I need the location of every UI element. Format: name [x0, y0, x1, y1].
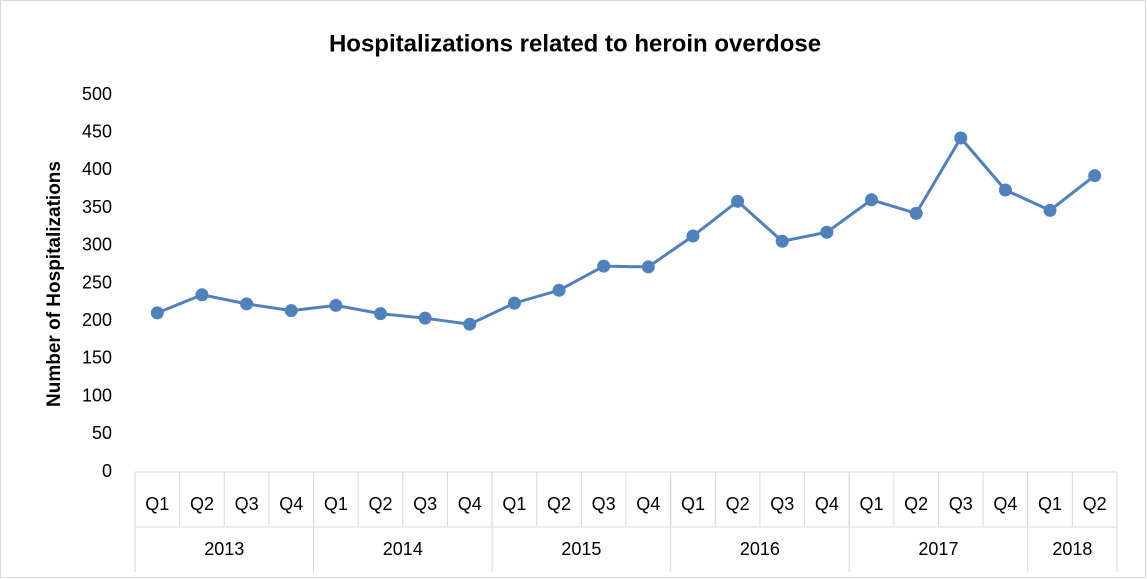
x-tick-label: Q1 — [502, 494, 526, 514]
data-point — [820, 225, 834, 239]
y-tick-label: 300 — [82, 235, 112, 255]
x-tick-label: Q1 — [859, 494, 883, 514]
data-point — [329, 298, 343, 312]
data-point — [731, 194, 745, 208]
data-point — [597, 259, 611, 273]
data-line — [156, 135, 1096, 326]
x-tick-label: Q2 — [547, 494, 571, 514]
x-tick-label: Q2 — [726, 494, 750, 514]
group-label: 2013 — [204, 539, 244, 559]
x-tick-label: Q1 — [681, 494, 705, 514]
y-tick-label: 350 — [82, 197, 112, 217]
x-tick-label: Q1 — [324, 494, 348, 514]
data-point — [954, 131, 968, 145]
x-tick-label: Q4 — [993, 494, 1017, 514]
y-tick-label: 150 — [82, 348, 112, 368]
group-label: 2015 — [561, 539, 601, 559]
x-tick-label: Q2 — [1083, 494, 1107, 514]
x-tick-label: Q1 — [1038, 494, 1062, 514]
data-point — [865, 193, 878, 207]
data-point — [195, 288, 209, 302]
data-point — [552, 283, 566, 297]
y-axis-label: Number of Hospitalizations — [44, 161, 65, 407]
x-tick-label: Q4 — [815, 494, 839, 514]
x-tick-label: Q2 — [904, 494, 928, 514]
group-label: 2014 — [383, 539, 423, 559]
data-point — [641, 260, 655, 274]
x-tick-label: Q3 — [770, 494, 794, 514]
group-label: 2016 — [740, 539, 780, 559]
x-tick-label: Q1 — [145, 494, 169, 514]
group-label: 2018 — [1052, 539, 1092, 559]
data-point — [998, 183, 1012, 197]
y-tick-label: 250 — [82, 272, 112, 292]
x-tick-label: Q3 — [235, 494, 259, 514]
x-tick-label: Q3 — [949, 494, 973, 514]
data-point — [507, 296, 521, 310]
x-tick-label: Q2 — [190, 494, 214, 514]
group-label: 2017 — [918, 539, 958, 559]
data-point — [240, 297, 254, 311]
x-tick-label: Q3 — [413, 494, 437, 514]
data-point — [1088, 169, 1102, 183]
y-tick-label: 450 — [82, 121, 112, 141]
y-tick-label: 500 — [82, 84, 112, 104]
y-tick-label: 100 — [82, 385, 112, 405]
chart-title: Hospitalizations related to heroin overd… — [329, 30, 821, 57]
data-point — [686, 229, 700, 243]
data-point — [374, 307, 387, 321]
x-tick-label: Q4 — [458, 494, 482, 514]
data-point — [1043, 203, 1057, 217]
data-point — [909, 206, 923, 220]
y-tick-label: 50 — [92, 423, 112, 443]
x-tick-label: Q4 — [279, 494, 303, 514]
data-point — [284, 304, 298, 318]
x-tick-label: Q3 — [592, 494, 616, 514]
y-tick-label: 400 — [82, 159, 112, 179]
x-tick-label: Q4 — [636, 494, 660, 514]
data-point — [418, 311, 432, 325]
y-tick-label: 0 — [102, 461, 112, 481]
data-point — [463, 317, 477, 331]
data-point — [150, 306, 164, 320]
data-point — [775, 234, 789, 248]
x-tick-label: Q2 — [368, 494, 392, 514]
y-tick-label: 200 — [82, 310, 112, 330]
